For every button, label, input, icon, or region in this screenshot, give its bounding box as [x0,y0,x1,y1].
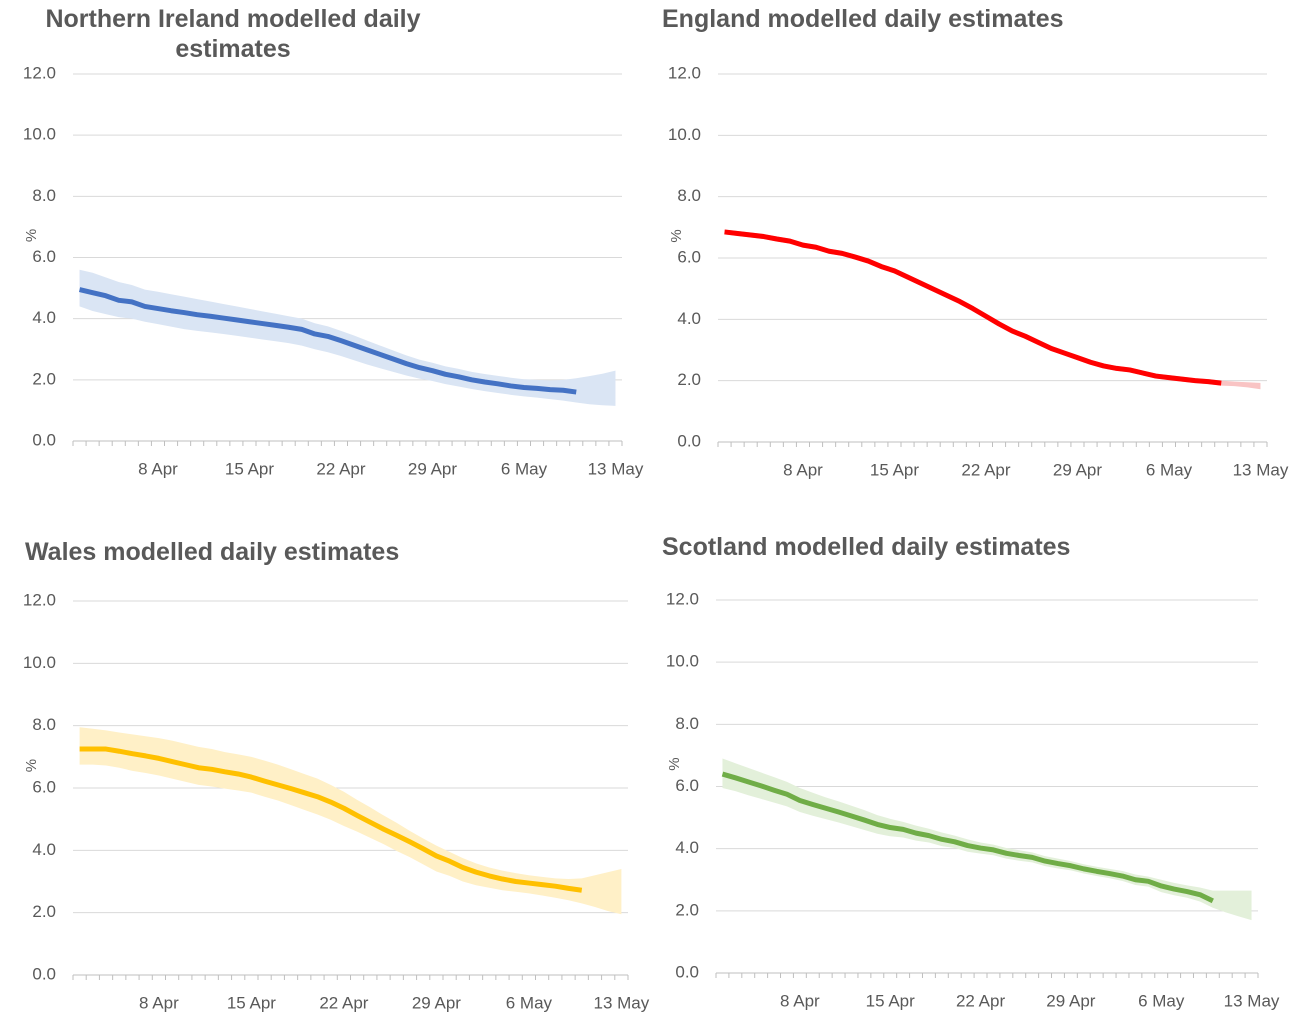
y-tick-label: 10.0 [668,125,701,144]
x-tick-label: 8 Apr [139,993,179,1012]
estimate-line [724,229,1222,386]
chart-title: Scotland modelled daily estimates [662,533,1071,561]
confidence-band [724,229,1261,390]
title-box: England modelled daily estimates [662,5,1064,33]
estimate-line [78,287,577,395]
chart-panel: Northern Ireland modelled daily estimate… [23,5,644,478]
y-tick-label: 12.0 [23,63,56,82]
y-tick-label: 2.0 [32,902,56,921]
y-axis-label: % [668,229,685,242]
y-tick-label: 6.0 [32,247,56,266]
y-tick-label: 2.0 [32,369,56,388]
x-tick-label: 6 May [1146,460,1193,479]
x-tick-label: 6 May [506,993,553,1012]
y-tick-label: 6.0 [677,247,701,266]
y-axis-label: % [666,757,683,770]
y-tick-label: 10.0 [666,652,699,671]
x-tick-label: 6 May [501,459,548,478]
x-tick-label: 13 May [588,459,644,478]
title-box: Wales modelled daily estimates [25,538,400,566]
x-tick-label: 6 May [1138,991,1185,1010]
y-tick-label: 12.0 [23,590,56,609]
confidence-band [79,727,622,915]
y-tick-label: 4.0 [675,838,699,857]
x-tick-label: 22 Apr [956,991,1005,1010]
x-tick-label: 15 Apr [870,460,919,479]
y-tick-label: 0.0 [677,431,701,450]
y-tick-label: 12.0 [668,63,701,82]
x-tick-label: 29 Apr [408,459,457,478]
x-tick-label: 29 Apr [1046,991,1095,1010]
y-tick-label: 8.0 [32,715,56,734]
y-tick-label: 10.0 [23,125,56,144]
x-tick-label: 22 Apr [961,460,1010,479]
title-box: Northern Ireland modelled daily estimate… [45,5,421,63]
x-tick-label: 8 Apr [780,991,820,1010]
y-tick-label: 6.0 [675,776,699,795]
x-tick-label: 13 May [1233,460,1289,479]
y-tick-label: 8.0 [677,186,701,205]
y-tick-label: 4.0 [32,308,56,327]
y-tick-label: 8.0 [675,714,699,733]
estimate-line [721,771,1214,904]
y-tick-label: 0.0 [32,964,56,983]
chart-title: England modelled daily estimates [662,5,1064,33]
chart-panel: Wales modelled daily estimates 0.0 2.0 4.0 6… [23,538,650,1012]
x-tick-label: 13 May [594,993,650,1012]
x-tick-label: 15 Apr [225,459,274,478]
x-tick-label: 13 May [1224,991,1280,1010]
x-tick-label: 15 Apr [227,993,276,1012]
y-axis-label: % [23,759,40,772]
y-tick-label: 4.0 [677,309,701,328]
y-tick-label: 0.0 [32,430,56,449]
title-box: Scotland modelled daily estimates [662,533,1071,561]
x-tick-label: 29 Apr [1053,460,1102,479]
confidence-band [79,269,616,406]
x-tick-label: 22 Apr [319,993,368,1012]
estimate-line [79,746,583,893]
y-tick-label: 4.0 [32,840,56,859]
y-tick-label: 12.0 [666,589,699,608]
x-tick-label: 29 Apr [412,993,461,1012]
y-tick-label: 10.0 [23,653,56,672]
confidence-band [722,758,1252,921]
y-tick-label: 6.0 [32,777,56,796]
y-tick-label: 8.0 [32,186,56,205]
y-axis-label: % [23,229,40,242]
x-tick-label: 22 Apr [316,459,365,478]
chart-panel: England modelled daily estimates 0.0 2.0 4.… [662,5,1289,479]
chart-panel: Scotland modelled daily estimates 0.0 2.0 4… [662,533,1280,1010]
y-tick-label: 2.0 [677,370,701,389]
x-tick-label: 8 Apr [138,459,178,478]
x-tick-label: 8 Apr [783,460,823,479]
x-tick-label: 15 Apr [866,991,915,1010]
y-tick-label: 0.0 [675,962,699,981]
chart-title: Northern Ireland modelled daily estimate… [45,5,421,63]
chart-title: Wales modelled daily estimates [25,538,400,566]
y-tick-label: 2.0 [675,900,699,919]
